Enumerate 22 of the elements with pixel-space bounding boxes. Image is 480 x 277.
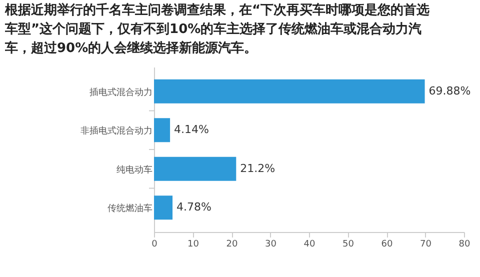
data-label: 4.78% (176, 200, 212, 214)
x-tick-label: 60 (381, 240, 393, 250)
bar (154, 156, 236, 181)
x-tick-label: 50 (342, 240, 354, 250)
bar (154, 79, 425, 104)
x-tick-label: 40 (304, 240, 316, 250)
bar (154, 118, 170, 142)
y-tick-label: 插电式混合动力 (90, 86, 152, 98)
data-label: 69.88% (428, 84, 471, 98)
chart-title: 根据近期举行的千名车主问卷调查结果，在“下次再买车时哪项是您的首选车型”这个问题下，仅有不到10%的车主选择了传统燃油车或混合动力汽车，超过90%的人会继续选择新能源汽车。 (4, 2, 430, 56)
x-tick-label: 70 (420, 240, 432, 250)
x-tick-label: 0 (152, 240, 158, 250)
y-tick-label: 纯电动车 (116, 164, 152, 176)
y-tick-label: 传统燃油车 (108, 203, 152, 214)
x-tick-label: 80 (458, 240, 470, 250)
data-label: 21.2% (240, 162, 276, 175)
x-tick-label: 20 (226, 240, 238, 250)
x-tick-label: 10 (188, 240, 200, 250)
data-label: 4.14% (174, 123, 209, 136)
y-tick-label: 非插电式混合动力 (80, 126, 152, 137)
x-tick-label: 30 (265, 240, 277, 250)
bar (154, 196, 173, 220)
